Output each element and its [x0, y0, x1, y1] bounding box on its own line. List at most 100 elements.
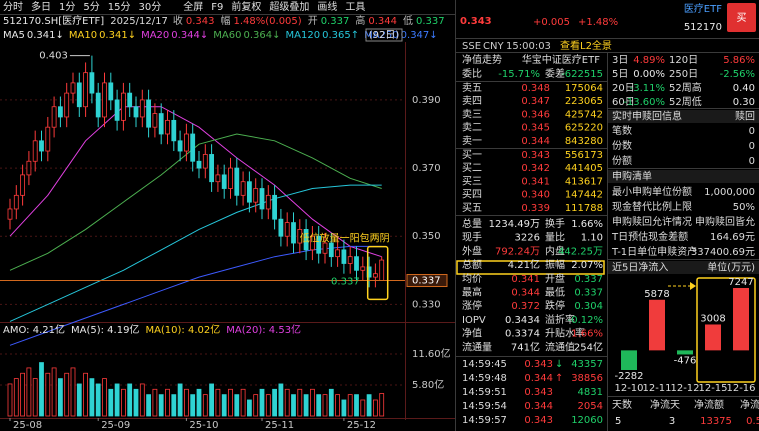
order-volume: 111788 [565, 203, 603, 214]
tick-volume: 38856 [571, 373, 603, 384]
flow-bar [621, 350, 637, 370]
toolbar-item[interactable]: 工具 [345, 1, 365, 13]
order-level: 买五 [462, 202, 482, 214]
volume-bar [83, 372, 88, 417]
candle-body [372, 273, 378, 278]
candle-body [7, 208, 13, 220]
chart-title: 近5日净流入 [612, 261, 668, 274]
order-level: 买三 [462, 175, 482, 187]
purchase-value: 337400.69元 [691, 247, 755, 258]
days-box [365, 28, 403, 42]
volume-bar [303, 394, 309, 417]
order-volume: 425742 [565, 109, 603, 120]
candle-body [146, 99, 152, 128]
order-volume: 147442 [565, 190, 603, 201]
date: 2025/12/17 [110, 16, 168, 27]
order-price: 0.347 [521, 96, 550, 107]
return-label: 20日 [612, 83, 635, 94]
candle-body [114, 99, 120, 121]
y-tick-label: 0.390 [412, 95, 441, 106]
candle-body [297, 229, 303, 244]
toolbar-item[interactable]: 1分 [59, 1, 75, 13]
volume-bar [146, 394, 152, 417]
candle-body [32, 140, 38, 162]
ma-line [9, 106, 382, 258]
x-tick-label: 25-10 [189, 420, 218, 431]
candle-body [335, 249, 341, 258]
purchase-label: 最小申购单位份额 [612, 185, 692, 198]
return-label: 5日 [612, 69, 628, 80]
section-title: 实时申赎回信息 [612, 110, 682, 123]
toolbar-item[interactable]: 全屏 [183, 0, 203, 13]
section-header-bg [608, 110, 759, 123]
y-tick-label: 0.370 [412, 163, 441, 174]
ma-label: MA120 [286, 30, 321, 41]
volume-bar [165, 388, 170, 417]
stat-value: 1.66% [571, 329, 603, 340]
order-level: 卖三 [462, 108, 482, 120]
candle-body [127, 92, 133, 108]
ma-value: 0.364↓ [244, 30, 281, 41]
redemption-label: 笔数 [612, 124, 632, 137]
quote-label: 收 [173, 14, 183, 27]
toolbar-item[interactable]: 5分 [83, 1, 99, 13]
flow-bar [677, 350, 693, 355]
volume-bar [127, 383, 133, 417]
volume-bar [13, 378, 19, 417]
toolbar-item[interactable]: 前复权 [231, 0, 261, 13]
candle-body [89, 72, 95, 94]
buy-button-bg[interactable] [727, 3, 756, 32]
ma-value: 0.347↓ [401, 30, 438, 41]
section-title: 申购清单 [612, 170, 652, 183]
y-tick-label: 5.80亿 [412, 378, 444, 391]
purchase-label: 申购赎回允许情况 [612, 215, 692, 228]
buy-button[interactable]: 买 [737, 12, 747, 24]
toolbar-item[interactable]: 超级叠加 [269, 0, 309, 13]
toolbar-item[interactable]: 15分 [108, 1, 131, 13]
x-tick-label: 25-09 [101, 420, 130, 431]
volume-bar [89, 378, 95, 417]
toolbar-item[interactable]: 画线 [317, 0, 337, 13]
candle-body [165, 119, 170, 135]
volume-bar [26, 367, 32, 417]
stat-value: 0.341 [511, 274, 540, 285]
volume-bar [335, 394, 341, 417]
stat-value: 1234.49万 [489, 219, 540, 230]
stat-label: 流通值 [545, 340, 575, 353]
flow-date: 12-16 [726, 383, 755, 394]
info-item[interactable]: 查看L2全景 [560, 39, 612, 52]
candle-body [13, 194, 19, 210]
stat-label: 振幅 [545, 258, 565, 271]
tick-price: 0.344 [524, 373, 553, 384]
candle-body [20, 174, 26, 196]
nav-label[interactable]: 净值走势 [462, 53, 502, 66]
info-item: 15:00:03 [506, 41, 551, 52]
toolbar-item[interactable]: 分时 [3, 1, 23, 13]
volume-header: AMO: 4.21亿 [3, 323, 65, 336]
purchase-label: 现金替代比例上限 [612, 200, 692, 213]
candle-body [272, 194, 278, 220]
toolbar-item[interactable]: F9 [211, 2, 223, 13]
candle-body [26, 160, 32, 176]
volume-bar [322, 394, 328, 417]
change: +0.005 [533, 17, 570, 28]
volume-bar [379, 393, 385, 417]
redemption-value: 0 [749, 141, 755, 152]
volume-bar [221, 394, 227, 417]
x-tick-label: 25-11 [265, 420, 294, 431]
volume-header: MA(10): 4.02亿 [145, 323, 220, 336]
toolbar-item[interactable]: 多日 [31, 0, 51, 13]
toolbar-item[interactable]: 30分 [138, 1, 161, 13]
order-price: 0.341 [521, 176, 550, 187]
flow-summary-header: 净流额 [694, 398, 724, 411]
return-label: 3日 [612, 55, 628, 66]
return-value: 0.30 [733, 97, 755, 108]
volume-bar [209, 383, 215, 417]
purchase-value: 50% [733, 202, 755, 213]
return-label: 52周高 [669, 81, 702, 94]
stat-value: 0.337 [574, 288, 603, 299]
x-tick-label: 25-12 [347, 420, 376, 431]
volume-bar [70, 367, 76, 417]
tick-volume: 12060 [571, 415, 603, 426]
